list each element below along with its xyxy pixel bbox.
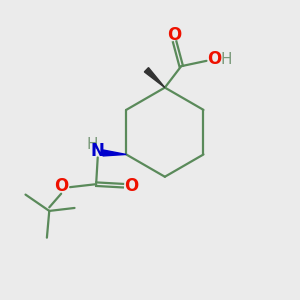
Polygon shape bbox=[144, 68, 165, 88]
Text: O: O bbox=[54, 177, 68, 195]
Text: O: O bbox=[124, 177, 138, 195]
Text: H: H bbox=[220, 52, 232, 67]
Text: O: O bbox=[167, 26, 182, 44]
Polygon shape bbox=[103, 150, 126, 156]
Text: O: O bbox=[207, 50, 221, 68]
Text: H: H bbox=[86, 137, 98, 152]
Text: N: N bbox=[91, 142, 105, 160]
